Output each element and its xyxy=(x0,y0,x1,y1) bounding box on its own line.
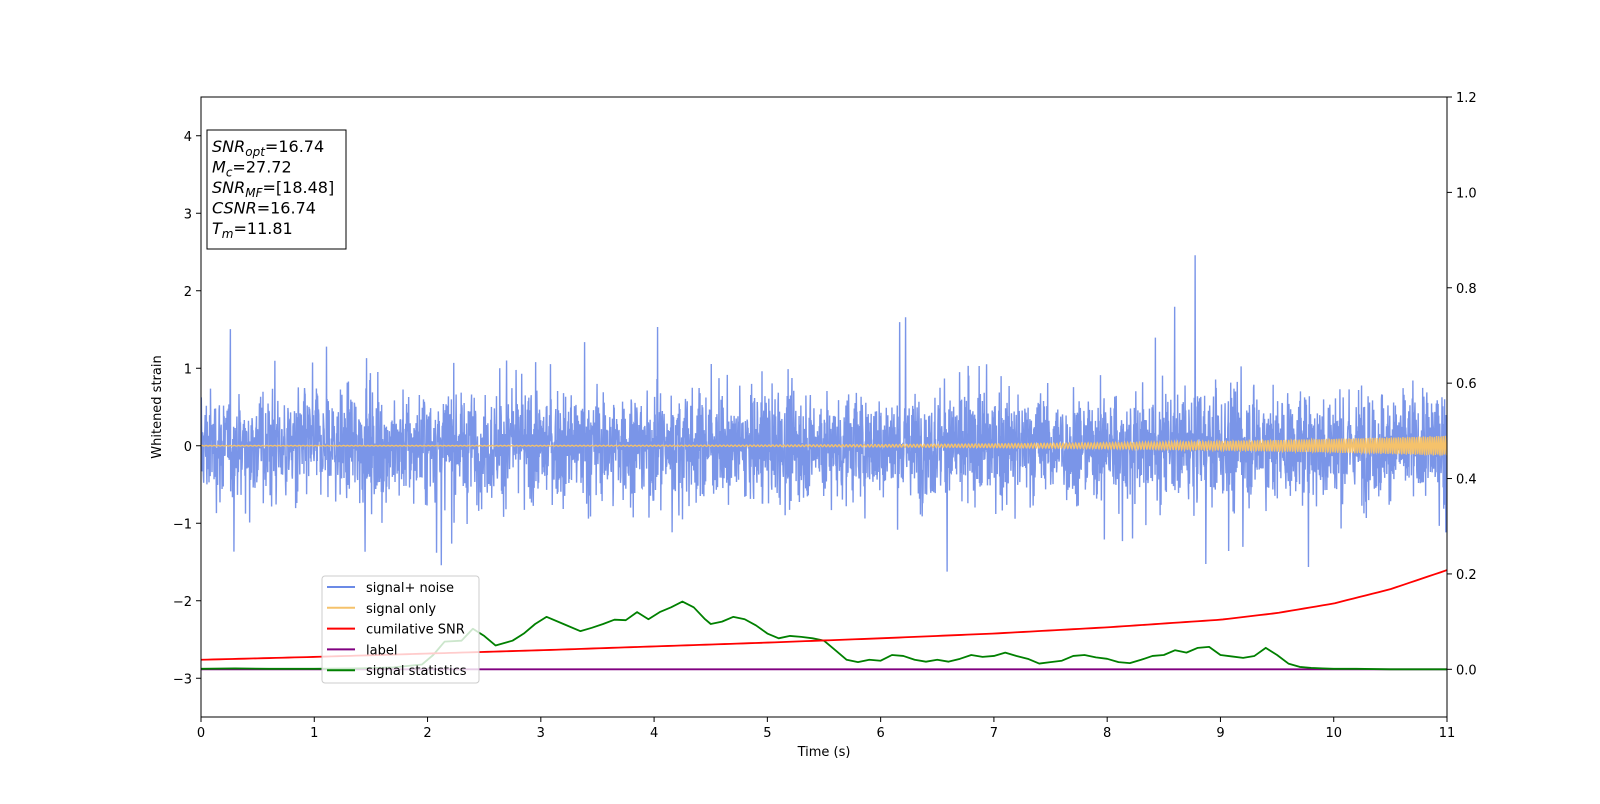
annotation-box: SNRopt=16.74Mc=27.72SNRMF=[18.48]CSNR=16… xyxy=(206,129,347,250)
annotation-value: =16.74 xyxy=(265,137,324,156)
annotation-symbol: CSNR xyxy=(212,199,257,218)
x-tick-label: 4 xyxy=(650,726,658,741)
annotation-line: Tm=11.81 xyxy=(212,219,293,241)
y2-tick-label: 0.2 xyxy=(1456,568,1477,583)
y-tick-label: −3 xyxy=(173,672,192,687)
annotation-line: SNRMF=[18.48] xyxy=(212,178,334,200)
annotation-line: Mc=27.72 xyxy=(212,158,292,180)
x-tick-label: 11 xyxy=(1439,726,1456,741)
x-tick-label: 2 xyxy=(423,726,431,741)
annotation-frame xyxy=(206,129,347,250)
axes: 0 1 2 3 4 5 6 7 8 9 10 11 −3 −2 −1 0 1 2 3 4 0.0 0.2 0.4 0.6 0.8… xyxy=(173,91,1477,741)
legend-entry: signal statistics xyxy=(327,664,467,679)
annotation-subscript: opt xyxy=(245,145,266,159)
x-tick-label: 3 xyxy=(537,726,545,741)
y-axis-label: Whitened strain xyxy=(150,355,165,458)
x-tick-label: 8 xyxy=(1103,726,1111,741)
annotation-symbol: T xyxy=(212,219,223,238)
legend-label: signal only xyxy=(366,602,436,617)
legend-label: cumilative SNR xyxy=(366,623,465,638)
legend-label: signal+ noise xyxy=(366,581,454,596)
series-line-signal-only xyxy=(201,435,1447,457)
legend: signal+ noise signal only cumilative SNR la… xyxy=(321,575,480,684)
y-tick-label: 3 xyxy=(184,207,192,222)
y2-tick-label: 1.2 xyxy=(1456,91,1477,106)
y-tick-label: −2 xyxy=(173,595,192,610)
series-line-signal-noise xyxy=(201,255,1447,572)
annotation-line: CSNR=16.74 xyxy=(212,199,316,218)
y-tick-label: 1 xyxy=(184,362,192,377)
annotation-symbol: SNR xyxy=(212,137,245,156)
plot-frame xyxy=(200,96,1448,718)
legend-entry: cumilative SNR xyxy=(327,623,465,638)
x-tick-label: 1 xyxy=(310,726,318,741)
x-tick-label: 9 xyxy=(1216,726,1224,741)
annotation-value: =16.74 xyxy=(257,199,316,218)
x-tick-label: 5 xyxy=(763,726,771,741)
y2-tick-label: 0.4 xyxy=(1456,473,1477,488)
series-line-signal-statistics xyxy=(201,600,1447,671)
y2-tick-label: 0.6 xyxy=(1456,377,1477,392)
annotation-subscript: MF xyxy=(245,186,263,200)
y-tick-label: 4 xyxy=(184,130,192,145)
annotation-value: =27.72 xyxy=(232,158,291,177)
annotation-value: =11.81 xyxy=(233,219,292,238)
legend-label: label xyxy=(366,643,397,658)
legend-entry: label xyxy=(327,643,397,658)
x-axis-label: Time (s) xyxy=(797,745,851,760)
annotation-subscript: m xyxy=(222,227,234,241)
y-tick-label: −1 xyxy=(173,517,192,532)
x-tick-label: 6 xyxy=(876,726,884,741)
legend-label: signal statistics xyxy=(366,664,467,679)
x-tick-label: 0 xyxy=(197,726,205,741)
legend-frame xyxy=(321,575,480,684)
x-tick-label: 7 xyxy=(990,726,998,741)
y2-tick-label: 0.0 xyxy=(1456,663,1477,678)
annotation-symbol: M xyxy=(212,158,226,177)
annotation-value: =[18.48] xyxy=(263,178,335,197)
legend-entry: signal+ noise xyxy=(327,581,454,596)
x-tick-label: 10 xyxy=(1325,726,1342,741)
legend-entry: signal only xyxy=(327,602,436,617)
annotation-subscript: c xyxy=(226,166,233,180)
y-tick-label: 2 xyxy=(184,285,192,300)
y2-tick-label: 0.8 xyxy=(1456,282,1477,297)
y2-tick-label: 1.0 xyxy=(1456,186,1477,201)
annotation-line: SNRopt=16.74 xyxy=(212,137,324,159)
y-tick-label: 0 xyxy=(184,440,192,455)
annotation-symbol: SNR xyxy=(212,178,245,197)
